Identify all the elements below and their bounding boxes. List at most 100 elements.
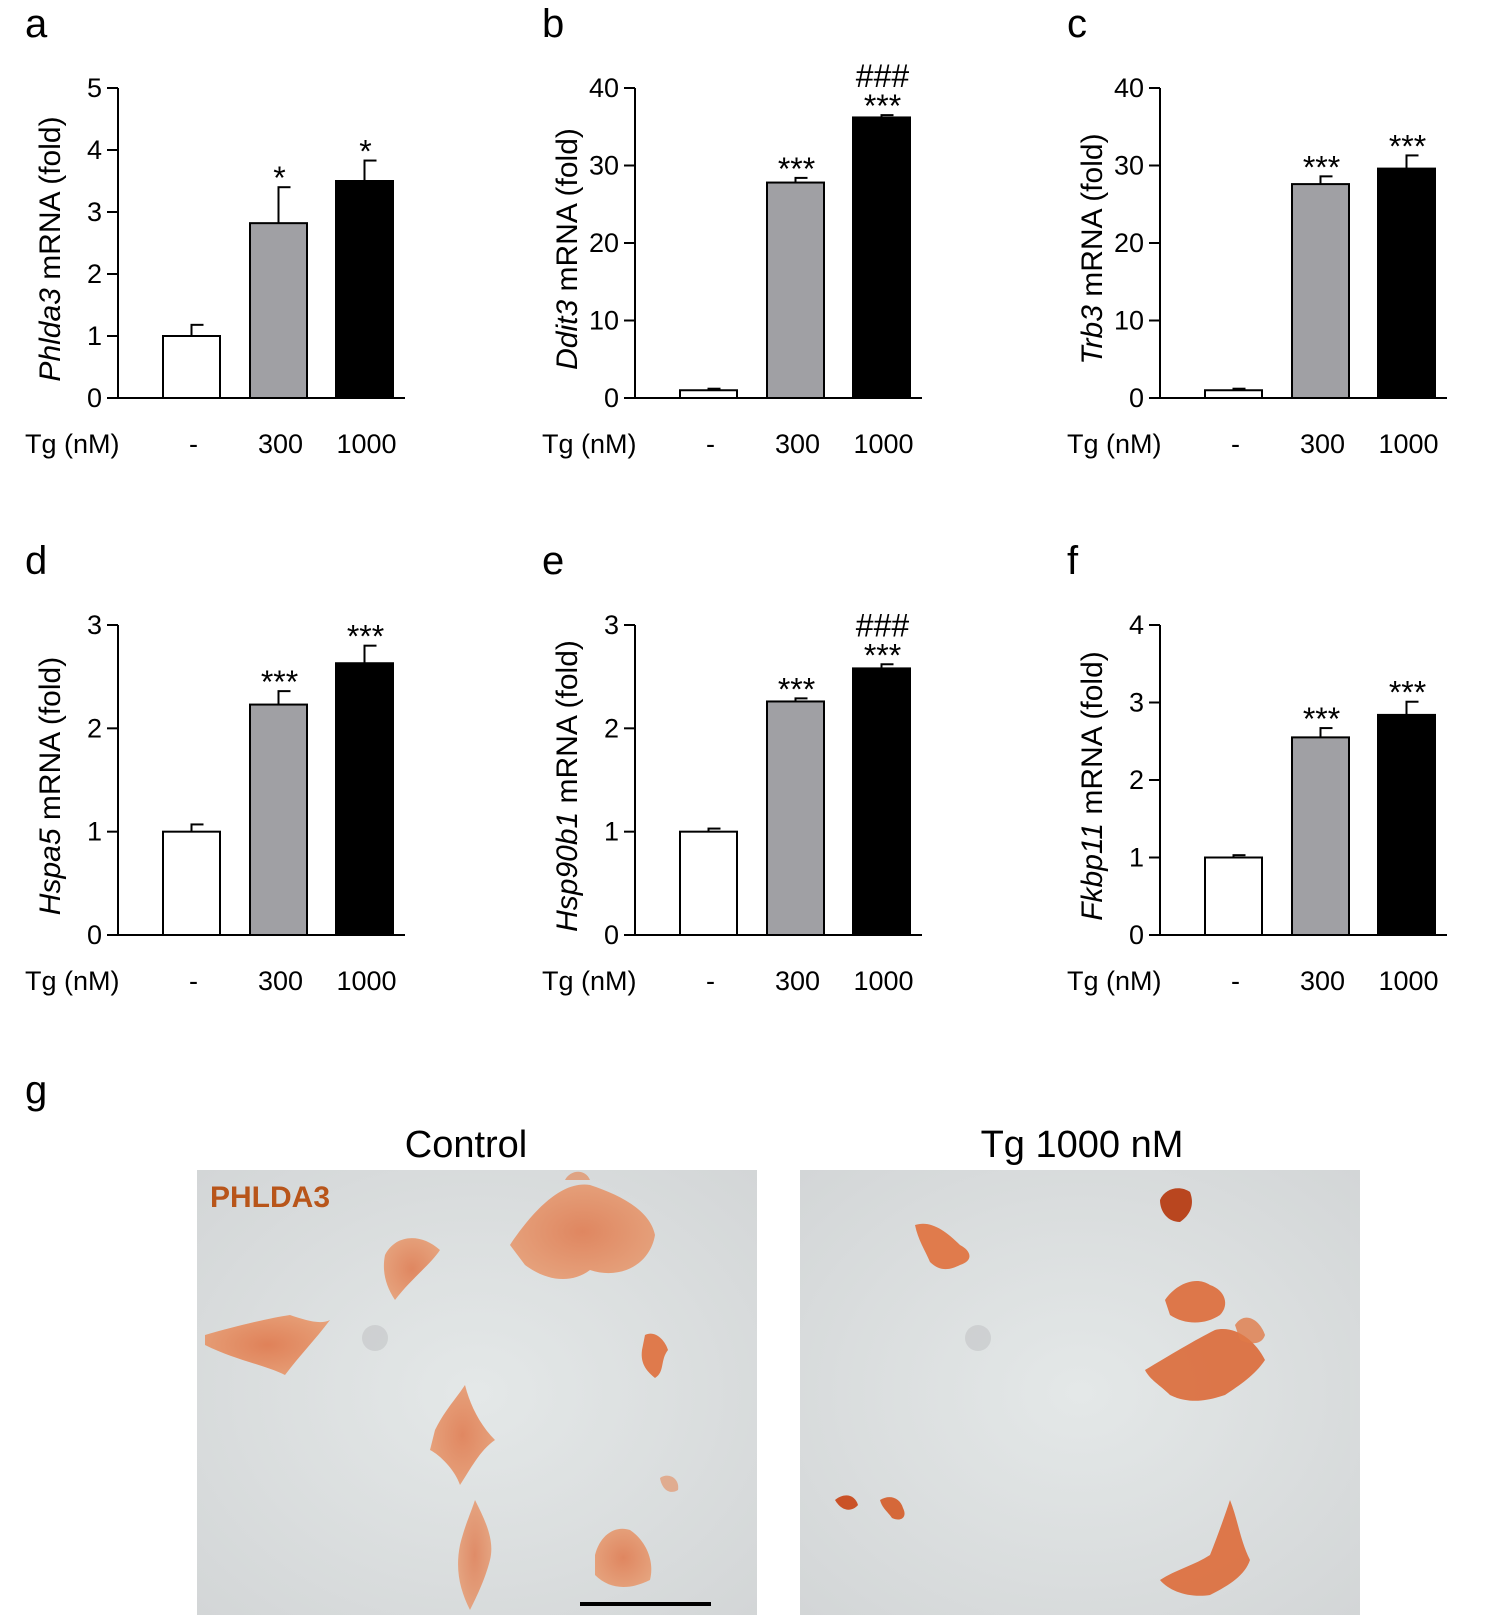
- cell: [383, 1238, 440, 1300]
- bar-300: [249, 703, 308, 936]
- gene-name: Fkbp11: [1076, 823, 1109, 921]
- y-tick-label: 3: [604, 610, 619, 640]
- category-label: 300: [1300, 966, 1345, 996]
- y-tick-label: 3: [87, 197, 102, 227]
- y-tick-label: 20: [589, 228, 619, 258]
- significance-stars: ***: [864, 637, 901, 673]
- y-axis-label: Trb3 mRNA (fold): [1076, 133, 1109, 364]
- y-axis-label: Phlda3 mRNA (fold): [34, 116, 67, 381]
- x-axis-label: Tg (nM): [1067, 429, 1162, 459]
- y-tick-label: 0: [87, 383, 102, 413]
- micrograph-panel: g Control Tg 1000 nM PHLDA3: [25, 1068, 1360, 1615]
- y-tick-label: 1: [1129, 843, 1144, 873]
- x-axis-label: Tg (nM): [25, 966, 120, 996]
- bar-1000: [335, 180, 394, 399]
- significance-stars: ***: [864, 88, 901, 124]
- category-label: 1000: [853, 429, 913, 459]
- significance-hash: ###: [856, 607, 910, 643]
- y-label-suffix: mRNA (fold): [551, 128, 584, 300]
- y-axis-label: Fkbp11 mRNA (fold): [1076, 651, 1109, 921]
- significance-stars: ***: [778, 151, 815, 187]
- y-label-suffix: mRNA (fold): [1076, 651, 1109, 823]
- y-tick-label: 10: [589, 306, 619, 336]
- bar-300: [766, 181, 825, 399]
- y-tick-label: 0: [1129, 383, 1144, 413]
- y-tick-label: 30: [1114, 151, 1144, 181]
- control-micrograph: PHLDA3: [197, 1170, 757, 1615]
- cell: [510, 1184, 655, 1280]
- y-axis-label: Hspa5 mRNA (fold): [34, 657, 67, 915]
- bar-1000: [335, 662, 394, 936]
- category-label: -: [189, 429, 198, 459]
- y-tick-label: 3: [87, 610, 102, 640]
- tg-title: Tg 1000 nM: [981, 1124, 1184, 1166]
- x-axis-label: Tg (nM): [542, 966, 637, 996]
- category-label: 300: [258, 429, 303, 459]
- cell: [1145, 1329, 1265, 1401]
- cell: [915, 1223, 970, 1270]
- y-tick-label: 40: [1114, 73, 1144, 103]
- cell: [205, 1315, 330, 1375]
- y-tick-label: 2: [87, 713, 102, 743]
- category-label: 1000: [336, 429, 396, 459]
- y-tick-label: 1: [604, 817, 619, 847]
- control-title: Control: [405, 1124, 528, 1166]
- category-label: -: [189, 966, 198, 996]
- y-label-suffix: mRNA (fold): [551, 640, 584, 812]
- significance-stars: ***: [1389, 675, 1426, 711]
- bar-1000: [852, 667, 911, 936]
- category-label: -: [706, 966, 715, 996]
- significance-stars: ***: [261, 664, 298, 700]
- y-tick-label: 2: [1129, 765, 1144, 795]
- gene-name: Phlda3: [34, 288, 67, 382]
- bar--: [1204, 389, 1263, 399]
- chart-panel-f: f 0 1 2 3 4 Fkbp11 mRNA (fold) Tg (nM) - 300 *** 10…: [1067, 539, 1447, 996]
- cell: [458, 1500, 492, 1610]
- significance-stars: ***: [1303, 149, 1340, 185]
- cell: [430, 1385, 495, 1485]
- category-label: 1000: [1378, 429, 1438, 459]
- bar-300: [249, 222, 308, 399]
- y-tick-label: 4: [1129, 610, 1144, 640]
- y-tick-label: 2: [604, 713, 619, 743]
- category-label: 300: [1300, 429, 1345, 459]
- y-label-suffix: mRNA (fold): [34, 116, 67, 288]
- bar--: [162, 830, 221, 936]
- significance-stars: *: [359, 134, 371, 170]
- y-tick-label: 10: [1114, 306, 1144, 336]
- cell: [835, 1495, 858, 1510]
- significance-stars: ***: [1303, 701, 1340, 737]
- panel-letter-c: c: [1067, 2, 1087, 46]
- x-axis-label: Tg (nM): [542, 429, 637, 459]
- y-tick-label: 1: [87, 321, 102, 351]
- y-label-suffix: mRNA (fold): [34, 657, 67, 829]
- category-label: -: [706, 429, 715, 459]
- bar-1000: [1377, 167, 1436, 399]
- category-label: 1000: [336, 966, 396, 996]
- category-label: 1000: [1378, 966, 1438, 996]
- y-tick-label: 30: [589, 151, 619, 181]
- cell: [1160, 1500, 1250, 1596]
- cell: [1160, 1188, 1192, 1222]
- bar-1000: [1377, 713, 1436, 936]
- category-label: 300: [775, 429, 820, 459]
- panel-letter-d: d: [25, 539, 47, 583]
- category-label: -: [1231, 966, 1240, 996]
- y-tick-label: 20: [1114, 228, 1144, 258]
- panel-letter-e: e: [542, 539, 564, 583]
- significance-hash: ###: [856, 58, 910, 94]
- y-tick-label: 1: [87, 817, 102, 847]
- panel-letter-a: a: [25, 2, 48, 46]
- cell: [1165, 1280, 1226, 1323]
- y-tick-label: 5: [87, 73, 102, 103]
- bar--: [679, 830, 738, 936]
- category-label: 1000: [853, 966, 913, 996]
- bar--: [679, 389, 738, 399]
- chart-panel-a: a 0 1 2 3 4 5 Phlda3 mRNA (fold) Tg (nM) - 300 * 100…: [25, 2, 405, 459]
- bar-300: [1291, 736, 1350, 936]
- cell: [595, 1528, 652, 1587]
- panel-letter-g: g: [25, 1068, 47, 1112]
